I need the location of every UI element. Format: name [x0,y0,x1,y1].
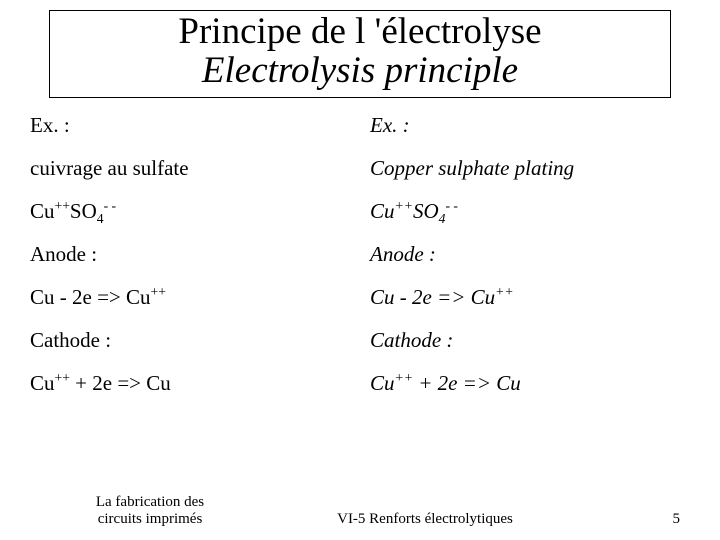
en-formula-sub4: 4 [439,211,446,226]
en-ex-label: Ex. : [370,114,690,137]
footer-left-line1: La fabrication des [96,494,204,510]
fr-formula-charge1: ++ [55,198,70,213]
en-formula-so: SO [413,199,439,223]
en-anode-reaction-text: Cu - 2e => Cu [370,285,495,309]
en-formula-charge2: - - [445,198,458,213]
fr-anode-label: Anode : [30,243,360,266]
en-formula-cu: Cu [370,199,395,223]
fr-formula-so: SO [70,199,97,223]
en-formula: Cu++SO4- - [370,200,690,223]
footer-left-line2: circuits imprimés [98,511,203,527]
fr-formula-charge2: - - [104,198,117,213]
en-anode-label: Anode : [370,243,690,266]
body-columns: Ex. : cuivrage au sulfate Cu++SO4- - Ano… [30,114,690,416]
footer-left: La fabrication des circuits imprimés [0,494,250,529]
fr-ex-label: Ex. : [30,114,360,137]
slide: Principe de l 'électrolyse Electrolysis … [0,0,720,540]
footer-center: VI-5 Renforts électrolytiques [250,511,600,528]
en-formula-charge1: ++ [395,198,413,213]
fr-formula: Cu++SO4- - [30,200,360,223]
en-cathode-reaction-cu: Cu [370,371,395,395]
fr-cathode-reaction-charge: ++ [55,370,70,385]
fr-anode-reaction: Cu - 2e => Cu++ [30,286,360,309]
fr-cathode-reaction-rest: + 2e => Cu [70,371,171,395]
fr-formula-cu: Cu [30,199,55,223]
fr-cathode-reaction: Cu++ + 2e => Cu [30,372,360,395]
fr-formula-sub4: 4 [97,211,104,226]
en-cathode-reaction-rest: + 2e => Cu [413,371,521,395]
title-box: Principe de l 'électrolyse Electrolysis … [49,10,671,98]
fr-anode-reaction-charge: ++ [151,284,166,299]
en-anode-reaction-charge: ++ [495,284,513,299]
en-cathode-label: Cathode : [370,329,690,352]
en-process-name: Copper sulphate plating [370,157,690,180]
title-fr: Principe de l 'électrolyse [58,13,662,52]
column-french: Ex. : cuivrage au sulfate Cu++SO4- - Ano… [30,114,360,416]
fr-cathode-label: Cathode : [30,329,360,352]
column-english: Ex. : Copper sulphate plating Cu++SO4- -… [360,114,690,416]
en-cathode-reaction: Cu++ + 2e => Cu [370,372,690,395]
en-cathode-reaction-charge: ++ [395,370,413,385]
en-anode-reaction: Cu - 2e => Cu++ [370,286,690,309]
fr-cathode-reaction-cu: Cu [30,371,55,395]
footer-page-number: 5 [600,511,720,528]
fr-anode-reaction-text: Cu - 2e => Cu [30,285,151,309]
title-en: Electrolysis principle [58,52,662,91]
fr-process-name: cuivrage au sulfate [30,157,360,180]
footer: La fabrication des circuits imprimés VI-… [0,494,720,529]
